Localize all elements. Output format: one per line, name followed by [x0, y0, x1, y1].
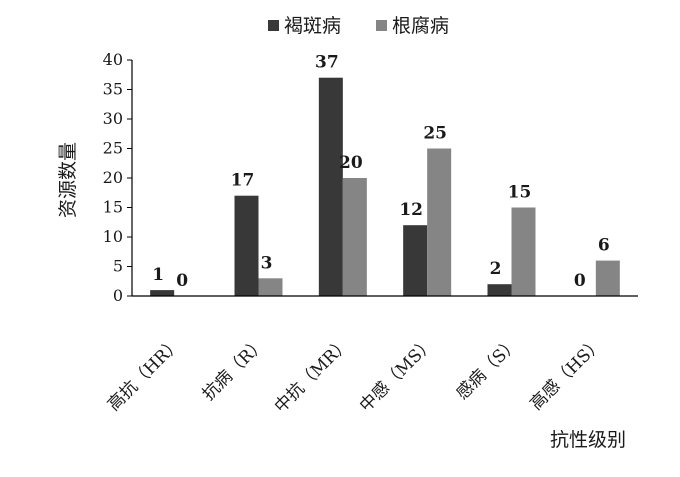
y-tick-label: 10 — [103, 227, 123, 246]
y-tick-label: 25 — [103, 139, 123, 158]
data-label: 25 — [423, 124, 447, 144]
y-axis-ticks: 0 5 10 15 20 25 30 35 40 — [103, 50, 132, 305]
legend-label-brown-spot: 褐斑病 — [284, 15, 341, 37]
y-tick-label: 5 — [113, 257, 123, 276]
data-label: 0 — [574, 271, 586, 291]
legend-swatch-root-rot — [376, 20, 387, 31]
bar-brown-spot — [234, 195, 259, 296]
category-label: 抗病（R） — [199, 333, 270, 404]
category-labels: 高抗（HR） 抗病（R） 中抗（MR） 中感（MS） 感病（S） 高感（HS） — [104, 333, 607, 417]
category-label: 高抗（HR） — [104, 333, 186, 415]
bar-brown-spot — [487, 284, 512, 296]
y-tick-label: 30 — [103, 109, 123, 128]
bar-brown-spot — [403, 225, 428, 296]
data-label: 3 — [261, 253, 273, 273]
bar-root-rot — [342, 178, 367, 296]
legend: 褐斑病 根腐病 — [268, 15, 449, 37]
category-label: 感病（S） — [453, 333, 523, 403]
bar-brown-spot — [318, 77, 343, 296]
legend-swatch-brown-spot — [268, 20, 279, 31]
y-tick-label: 15 — [103, 198, 123, 217]
category-label: 中抗（MR） — [271, 333, 355, 417]
data-label: 0 — [176, 271, 188, 291]
x-axis-title: 抗性级别 — [550, 429, 626, 451]
data-label: 2 — [490, 259, 502, 279]
bar-root-rot — [511, 207, 536, 296]
data-label: 12 — [399, 200, 423, 220]
bar-root-rot — [427, 148, 452, 296]
bar-brown-spot — [150, 290, 175, 296]
legend-label-root-rot: 根腐病 — [392, 15, 449, 37]
y-axis-title: 资源数量 — [57, 142, 79, 218]
data-label: 17 — [231, 171, 255, 191]
data-label: 15 — [508, 183, 532, 203]
bars — [150, 77, 620, 296]
bar-root-rot — [595, 260, 620, 296]
data-label: 37 — [315, 53, 339, 73]
category-label: 高感（HS） — [526, 333, 607, 414]
y-tick-label: 35 — [103, 80, 123, 99]
y-tick-label: 40 — [103, 50, 123, 69]
axes — [131, 60, 638, 297]
data-label: 20 — [339, 153, 363, 173]
category-label: 中感（MS） — [356, 333, 439, 416]
data-label: 1 — [152, 265, 164, 285]
y-tick-label: 0 — [113, 286, 123, 305]
data-label: 6 — [598, 236, 610, 256]
bar-root-rot — [258, 278, 283, 296]
y-tick-label: 20 — [103, 168, 123, 187]
